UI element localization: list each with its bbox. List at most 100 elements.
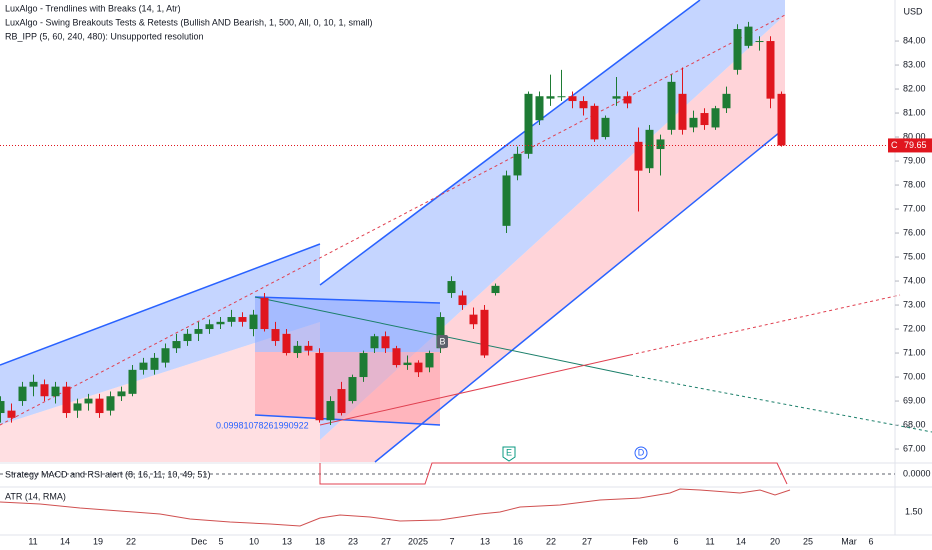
- candle-body: [645, 129, 654, 169]
- mid-line: [0, 14, 786, 426]
- x-tick-label: 20: [770, 536, 780, 546]
- y-tick-label: 74.00: [903, 275, 926, 285]
- x-tick-label: 11: [28, 536, 37, 546]
- legend-entry: LuxAlgo - Swing Breakouts Tests & Retest…: [5, 17, 373, 27]
- candle-body: [722, 93, 731, 109]
- x-tick-label: 6: [868, 536, 873, 546]
- candle-body: [249, 314, 258, 330]
- candle-body: [238, 317, 247, 322]
- candle-body: [106, 396, 115, 411]
- candle-body: [502, 175, 511, 226]
- candle-body: [194, 329, 203, 334]
- candle-body: [95, 398, 104, 414]
- legend-entry: RB_IPP (5, 60, 240, 480): Unsupported re…: [5, 31, 203, 41]
- candle-body: [634, 141, 643, 171]
- candle-body: [271, 329, 280, 342]
- y-tick-label: 70.00: [903, 371, 926, 381]
- box-lower: [255, 352, 440, 425]
- trend-line: [374, 127, 786, 463]
- candle-body: [733, 29, 742, 70]
- candle-body: [458, 295, 467, 306]
- y-tick-label: 67.00: [903, 443, 926, 453]
- candle-body: [546, 96, 555, 99]
- candle-body: [392, 348, 401, 366]
- candle-body: [315, 353, 324, 421]
- earnings-badge: [502, 446, 516, 462]
- candle-body: [678, 93, 687, 130]
- candle-body: [777, 93, 786, 146]
- candle-body: [612, 96, 621, 99]
- candle-body: [227, 317, 236, 322]
- candle-body: [755, 41, 764, 43]
- candle-body: [172, 341, 181, 349]
- candle-body: [381, 336, 390, 349]
- dividend-label: D: [638, 447, 645, 457]
- candle-body: [480, 309, 489, 356]
- candle-body: [0, 401, 5, 414]
- candle-body: [293, 345, 302, 354]
- candle-body: [205, 324, 214, 330]
- y-tick-label: 75.00: [903, 251, 926, 261]
- box-upper: [255, 297, 440, 352]
- box-line: [254, 296, 441, 304]
- candle-body: [139, 362, 148, 370]
- candle-body: [128, 369, 137, 394]
- atr-line: [0, 488, 791, 527]
- pane-tick: 0.0000: [903, 468, 931, 478]
- candle-body: [557, 96, 566, 98]
- candle-body: [304, 345, 313, 351]
- box-line: [254, 414, 441, 426]
- candle-body: [425, 353, 434, 368]
- x-tick-label: 27: [582, 536, 592, 546]
- x-tick-label: 5: [218, 536, 223, 546]
- x-tick-label: 13: [480, 536, 490, 546]
- candle-body: [656, 139, 665, 150]
- pane-title: Strategy MACD and RSI alert (8, 16, 11, …: [5, 469, 210, 479]
- candle-body: [579, 101, 588, 109]
- candle-body: [744, 26, 753, 46]
- x-tick-label: 23: [348, 536, 358, 546]
- candle-body: [436, 317, 445, 349]
- x-tick-label: Feb: [632, 536, 648, 546]
- candle-body: [40, 384, 49, 397]
- y-tick-label: 71.00: [903, 347, 926, 357]
- candle-body: [623, 96, 632, 104]
- candle-body: [447, 281, 456, 294]
- candle-body: [326, 401, 335, 421]
- last-price-tag: [888, 138, 932, 153]
- candle-body: [700, 113, 709, 126]
- candle-body: [337, 389, 346, 414]
- y-tick-label: 83.00: [903, 59, 926, 69]
- x-tick-label: 18: [315, 536, 325, 546]
- pane-title: ATR (14, RMA): [5, 491, 66, 501]
- x-tick-label: 19: [93, 536, 103, 546]
- candle-body: [535, 96, 544, 121]
- x-tick-label: 14: [60, 536, 70, 546]
- candle-body: [216, 321, 225, 325]
- candle-body: [62, 386, 71, 414]
- x-tick-label: 10: [249, 536, 259, 546]
- x-tick-label: 25: [803, 536, 813, 546]
- candle-body: [469, 314, 478, 325]
- candle-body: [73, 403, 82, 411]
- trend-line: [0, 243, 321, 366]
- y-tick-label: 68.00: [903, 419, 926, 429]
- candle-body: [667, 81, 676, 130]
- candle-body: [524, 93, 533, 154]
- x-tick-label: 22: [546, 536, 556, 546]
- candle-body: [513, 153, 522, 176]
- x-tick-label: 11: [705, 536, 714, 546]
- candle-body: [403, 362, 412, 366]
- trend-break: [629, 294, 901, 356]
- y-tick-label: 77.00: [903, 203, 926, 213]
- candle-body: [359, 353, 368, 378]
- candle-body: [51, 386, 60, 397]
- legend-entry: LuxAlgo - Trendlines with Breaks (14, 1,…: [5, 3, 181, 13]
- x-tick-label: Mar: [841, 536, 857, 546]
- last-price-label: 79.65: [904, 140, 927, 150]
- y-tick-label: 78.00: [903, 179, 926, 189]
- y-tick-label: 81.00: [903, 107, 926, 117]
- channel-upper: [0, 244, 320, 425]
- candle-body: [590, 105, 599, 140]
